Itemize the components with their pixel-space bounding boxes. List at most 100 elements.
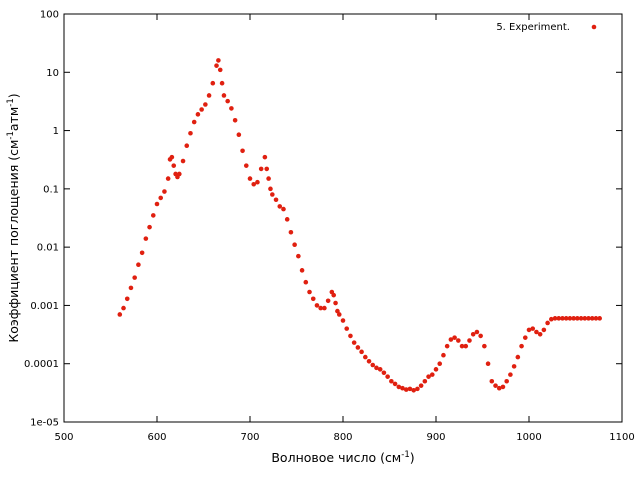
data-point [526, 327, 532, 333]
data-point [586, 316, 591, 321]
data-point [444, 343, 450, 349]
data-point [511, 364, 517, 369]
data-point [147, 224, 152, 230]
data-point [366, 359, 372, 364]
data-point [385, 374, 390, 379]
data-point [348, 333, 353, 339]
data-point [370, 362, 376, 368]
data-point [132, 275, 137, 280]
data-point [243, 163, 249, 168]
data-point [128, 285, 134, 291]
plot-frame [63, 13, 623, 423]
data-point [136, 262, 141, 267]
y-tick-label: 0.1 [43, 184, 59, 195]
x-tick-label: 900 [426, 432, 445, 443]
x-tick-label: 500 [54, 432, 73, 443]
data-point [552, 316, 558, 321]
data-point [441, 352, 446, 358]
data-point [344, 326, 350, 331]
data-point [139, 250, 145, 256]
data-point [150, 213, 156, 218]
y-tick-label: 0.01 [37, 243, 59, 254]
data-point [381, 370, 387, 376]
data-point [273, 197, 279, 203]
data-point [340, 318, 346, 323]
data-point [504, 378, 509, 384]
data-point [351, 340, 357, 345]
data-point [589, 316, 595, 321]
y-axis-ticks: 1e-05 0.0001 0.001 0.01 0.1 1 10 100 [24, 10, 622, 429]
data-point [232, 118, 238, 123]
data-point [266, 176, 271, 181]
data-point [180, 158, 186, 164]
x-tick-label: 1100 [609, 432, 634, 443]
x-tick-label: 700 [240, 432, 259, 443]
data-point [433, 367, 439, 372]
data-point [225, 98, 230, 104]
data-point [277, 204, 283, 209]
data-point [314, 303, 320, 308]
data-point [240, 148, 245, 154]
y-tick-label: 0.0001 [24, 359, 59, 370]
data-point [191, 119, 197, 125]
data-point [255, 179, 260, 185]
data-point [292, 242, 297, 248]
data-point [214, 63, 219, 68]
data-point [359, 349, 364, 355]
data-point [184, 143, 190, 148]
data-point [355, 345, 361, 350]
data-point [489, 378, 495, 384]
data-point [171, 163, 177, 168]
data-point [485, 361, 491, 367]
x-tick-label: 600 [147, 432, 166, 443]
data-point [437, 361, 443, 367]
data-point [400, 385, 405, 391]
data-point [448, 337, 454, 342]
data-point [474, 329, 480, 335]
data-point [165, 176, 171, 181]
data-point [456, 338, 461, 343]
data-point [478, 333, 483, 339]
data-point [396, 384, 402, 390]
data-point [426, 374, 431, 379]
data-point [333, 300, 338, 306]
data-point [268, 186, 273, 192]
data-point [154, 201, 160, 207]
y-axis-title: Коэффициент поглощения (см-1атм-1) [6, 93, 21, 342]
data-point [537, 331, 543, 337]
data-point [169, 154, 175, 160]
data-point [124, 296, 130, 302]
legend-marker [591, 24, 597, 30]
x-axis-title: Волновое число (см-1) [271, 450, 414, 465]
data-point [117, 312, 123, 317]
data-point [418, 383, 424, 388]
data-point [281, 206, 286, 212]
data-point [216, 58, 221, 63]
data-point [389, 378, 394, 384]
data-point [335, 308, 340, 314]
data-point [578, 316, 584, 321]
data-point [496, 385, 502, 391]
data-point [296, 253, 301, 259]
data-point [556, 316, 562, 321]
data-point [530, 326, 536, 331]
data-point [403, 387, 409, 392]
data-point [407, 386, 413, 392]
data-point [221, 93, 227, 98]
data-point [307, 289, 312, 295]
y-tick-label: 0.001 [30, 301, 59, 312]
data-point [318, 305, 323, 311]
data-point [463, 343, 469, 349]
data-points [117, 58, 602, 393]
data-point [158, 195, 164, 201]
data-point [219, 80, 225, 86]
data-point [429, 372, 435, 377]
data-point [467, 338, 472, 343]
data-point [563, 316, 569, 321]
legend-label: 5. Experiment. [496, 22, 570, 33]
data-point [452, 335, 457, 340]
data-point [470, 331, 476, 337]
data-point [493, 383, 498, 388]
data-point [415, 386, 420, 392]
